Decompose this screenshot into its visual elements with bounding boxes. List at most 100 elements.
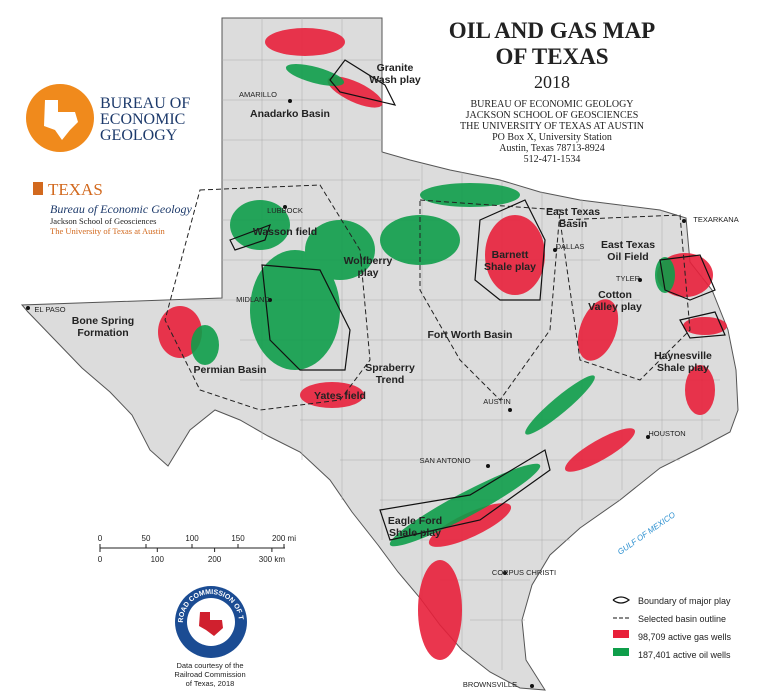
- scale-mile-label: 150: [231, 534, 245, 543]
- legend-label: 187,401 active oil wells: [638, 650, 731, 660]
- city-label: SAN ANTONIO: [419, 456, 470, 465]
- city-label: AUSTIN: [483, 397, 511, 406]
- feature-label: Wolfberry: [344, 255, 393, 267]
- scale-km-label: 200: [208, 555, 222, 564]
- city-dot: [682, 219, 686, 223]
- cities: AMARILLO LUBBOCK MIDLAND EL PASO DALLAS TYLER…: [26, 90, 739, 689]
- city-dot: [283, 205, 287, 209]
- scale-mile-label: 200 mi: [272, 534, 296, 543]
- beg-name: ECONOMIC: [100, 111, 185, 128]
- feature-label: Valley play: [588, 301, 642, 313]
- feature-label: Basin: [559, 218, 588, 230]
- legend-label: Boundary of major play: [638, 596, 731, 606]
- city-dot: [268, 298, 272, 302]
- oil-wells: [191, 64, 675, 547]
- credit-line: Data courtesy of the: [176, 661, 243, 670]
- scale-km-label: 300 km: [259, 555, 286, 564]
- city-dot: [508, 408, 512, 412]
- scale-mile-label: 50: [142, 534, 151, 543]
- city-label: MIDLAND: [236, 295, 270, 304]
- address-line: PO Box X, University Station: [492, 132, 612, 143]
- basin-outlines: [164, 184, 691, 411]
- address-line: Austin, Texas 78713-8924: [499, 143, 605, 154]
- feature-label: Oil Field: [607, 251, 648, 263]
- feature-label: East Texas: [601, 239, 655, 251]
- scale-km-label: 100: [151, 555, 165, 564]
- texas-wordmark: TEXAS: [48, 180, 103, 199]
- gulf-label: GULF OF MEXICO: [616, 510, 677, 556]
- address-line: THE UNIVERSITY OF TEXAS AT AUSTIN: [460, 121, 644, 132]
- feature-label: Shale play: [484, 261, 536, 273]
- city-dot: [553, 248, 557, 252]
- city-dot: [646, 435, 650, 439]
- legend-oil-swatch: [613, 648, 629, 656]
- scale-mile-label: 100: [185, 534, 199, 543]
- feature-label: Wash play: [369, 74, 421, 86]
- city-dot: [288, 99, 292, 103]
- feature-label: Shale play: [389, 527, 441, 539]
- seal-texas: [199, 612, 223, 636]
- city-label: TYLER: [616, 274, 641, 283]
- texas-line: The University of Texas at Austin: [50, 226, 165, 236]
- beg-logo-texas: [44, 100, 78, 140]
- texas-line: Bureau of Economic Geology: [50, 202, 193, 216]
- beg-name: GEOLOGY: [100, 127, 178, 144]
- address-line: 512-471-1534: [524, 154, 581, 165]
- city-label: EL PASO: [34, 305, 65, 314]
- title: OIL AND GAS MAP: [449, 18, 655, 43]
- feature-label: Spraberry: [365, 362, 415, 374]
- beg-name: BUREAU OF: [100, 95, 190, 112]
- city-dot: [486, 464, 490, 468]
- feature-label: Haynesville: [654, 350, 712, 362]
- feature-label: Eagle Ford: [388, 515, 442, 527]
- city-label: BROWNSVILLE: [463, 680, 517, 689]
- feature-label: East Texas: [546, 206, 600, 218]
- city-label: TEXARKANA: [693, 215, 738, 224]
- year: 2018: [534, 72, 570, 92]
- texas-line: Jackson School of Geosciences: [50, 216, 156, 226]
- city-label: AMARILLO: [239, 90, 277, 99]
- city-dot: [530, 684, 534, 688]
- texas-shield: [33, 182, 43, 195]
- city-label: DALLAS: [556, 242, 585, 251]
- city-dot: [638, 278, 642, 282]
- scale-km-label: 0: [98, 555, 103, 564]
- scale-bar: 0 50 100 150 200 mi 0 100 200 300 km: [98, 534, 296, 564]
- feature-label: Permian Basin: [194, 364, 267, 376]
- city-label: CORPUS CHRISTI: [492, 568, 556, 577]
- scale-mile-label: 0: [98, 534, 103, 543]
- title: OF TEXAS: [495, 44, 608, 69]
- legend: Boundary of major play Selected basin out…: [612, 596, 732, 660]
- city-dot: [503, 571, 507, 575]
- feature-label: Bone Spring: [72, 315, 134, 327]
- city-label: HOUSTON: [648, 429, 685, 438]
- feature-label: play: [357, 267, 378, 279]
- legend-label: Selected basin outline: [638, 614, 726, 624]
- feature-label: Fort Worth Basin: [428, 329, 513, 341]
- feature-label: Cotton: [598, 289, 632, 301]
- legend-label: 98,709 active gas wells: [638, 632, 732, 642]
- city-dot: [26, 306, 30, 310]
- feature-label: Yates field: [314, 390, 366, 402]
- credit-line: of Texas, 2018: [186, 679, 235, 688]
- legend-gas-swatch: [613, 630, 629, 638]
- credit-line: Railroad Commission: [174, 670, 245, 679]
- feature-label: Barnett: [492, 249, 529, 261]
- feature-label: Shale play: [657, 362, 709, 374]
- address-line: BUREAU OF ECONOMIC GEOLOGY: [470, 99, 633, 110]
- feature-label: Granite: [377, 62, 414, 74]
- legend-play-swatch: [612, 596, 631, 604]
- address-line: JACKSON SCHOOL OF GEOSCIENCES: [466, 110, 639, 121]
- feature-label: Formation: [77, 327, 128, 339]
- feature-label: Trend: [376, 374, 405, 386]
- texas-outline: [20, 17, 739, 691]
- feature-label: Anadarko Basin: [250, 108, 330, 120]
- feature-label: Wasson field: [253, 226, 317, 238]
- play-boundaries: [229, 59, 726, 541]
- city-label: LUBBOCK: [267, 206, 303, 215]
